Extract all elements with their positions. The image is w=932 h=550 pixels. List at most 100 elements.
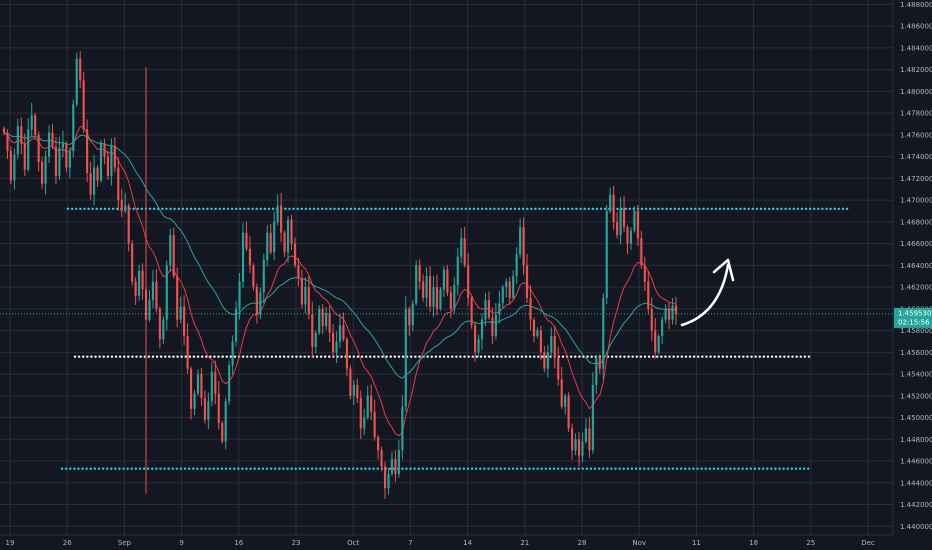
candle-body: [151, 281, 155, 301]
time-tick-label: Oct: [347, 539, 359, 547]
candle-body: [241, 232, 245, 282]
time-tick-label: 7: [408, 539, 412, 547]
candle-body: [453, 284, 456, 309]
candle-body: [245, 232, 248, 250]
price-tick-label: 1.47600000: [900, 131, 932, 139]
candle-body: [359, 397, 362, 429]
price-tick-label: 1.47000000: [900, 197, 932, 205]
candle-body: [477, 339, 480, 353]
price-tick-label: 1.45400000: [900, 371, 932, 379]
candle-body: [193, 393, 196, 409]
candle-body: [373, 412, 376, 438]
candle-body: [442, 269, 445, 290]
candle-body: [200, 374, 203, 398]
ma-slow-line: [3, 132, 677, 379]
candle-body: [494, 314, 497, 337]
price-tick-label: 1.45000000: [900, 414, 932, 422]
candle-body: [34, 115, 37, 135]
time-tick-label: 14: [463, 539, 472, 547]
candle-body: [581, 441, 584, 456]
candle-body: [210, 371, 213, 402]
candle-body: [377, 437, 380, 451]
candle-body: [179, 306, 182, 320]
candle-body: [169, 234, 172, 266]
projection-arrow-icon: [680, 263, 730, 327]
candle-body: [539, 330, 542, 353]
candle-body: [172, 234, 175, 277]
price-tick-label: 1.44400000: [900, 479, 932, 487]
price-axis-panel[interactable]: [893, 0, 932, 535]
candle-body: [120, 200, 123, 211]
candle-body: [622, 208, 626, 228]
price-tick-label: 1.48200000: [900, 66, 932, 74]
candle-body: [501, 287, 504, 304]
candle-timer: 02:15:56: [898, 318, 930, 326]
time-tick-label: Nov: [632, 539, 646, 547]
candle-body: [113, 145, 116, 168]
candle-body: [338, 325, 342, 342]
candle-body: [92, 167, 96, 195]
candle-body: [286, 219, 290, 253]
candle-body: [557, 357, 560, 380]
candle-body: [138, 270, 141, 296]
candle-body: [37, 134, 40, 163]
candle-body: [297, 265, 300, 279]
candle-body: [311, 314, 314, 347]
candle-body: [106, 156, 109, 177]
candle-body: [474, 325, 477, 353]
candle-body: [401, 406, 404, 451]
time-axis-panel[interactable]: [0, 535, 893, 550]
candle-body: [536, 330, 539, 337]
candle-body: [411, 303, 414, 326]
candle-body: [117, 167, 120, 201]
candle-body: [636, 210, 639, 239]
time-tick-label: 26: [63, 539, 72, 547]
candle-body: [6, 132, 9, 152]
candle-body: [449, 292, 452, 309]
candle-body: [207, 401, 210, 420]
candle-body: [404, 308, 407, 407]
candle-body: [96, 167, 99, 181]
candle-body: [435, 287, 439, 309]
candle-body: [352, 384, 355, 396]
candle-body: [418, 265, 421, 282]
candle-body: [79, 58, 82, 81]
candle-body: [470, 297, 473, 326]
candle-body: [577, 439, 581, 456]
candle-body: [543, 352, 546, 369]
candle-body: [463, 238, 466, 266]
candle-body: [235, 308, 238, 342]
candle-body: [609, 194, 612, 211]
candle-body: [505, 281, 508, 288]
candle-body: [626, 227, 629, 244]
candle-body: [487, 300, 491, 318]
candle-body: [588, 428, 591, 451]
candle-body: [103, 143, 106, 157]
candle-body: [203, 397, 206, 420]
candle-body: [231, 341, 234, 366]
candle-body: [262, 259, 265, 293]
candle-body: [61, 143, 64, 148]
candle-body: [89, 172, 92, 195]
candle-body: [314, 332, 317, 347]
candle-body: [584, 428, 588, 442]
candle-body: [640, 238, 643, 266]
price-tick-label: 1.45800000: [900, 327, 932, 335]
candle-body: [158, 308, 161, 340]
candle-body: [269, 232, 272, 253]
price-tick-label: 1.46800000: [900, 218, 932, 226]
candle-body: [44, 156, 47, 184]
candle-body: [345, 339, 349, 369]
candle-body: [546, 352, 549, 369]
candle-body: [571, 428, 574, 451]
candle-body: [446, 269, 449, 293]
candle-body: [165, 265, 168, 320]
candle-body: [380, 450, 383, 467]
candle-body: [248, 249, 252, 266]
candle-body: [661, 319, 664, 337]
candle-body: [397, 450, 400, 475]
candle-body: [23, 143, 26, 170]
candle-body: [484, 300, 487, 320]
candle-body: [349, 368, 352, 396]
candle-body: [335, 341, 338, 353]
